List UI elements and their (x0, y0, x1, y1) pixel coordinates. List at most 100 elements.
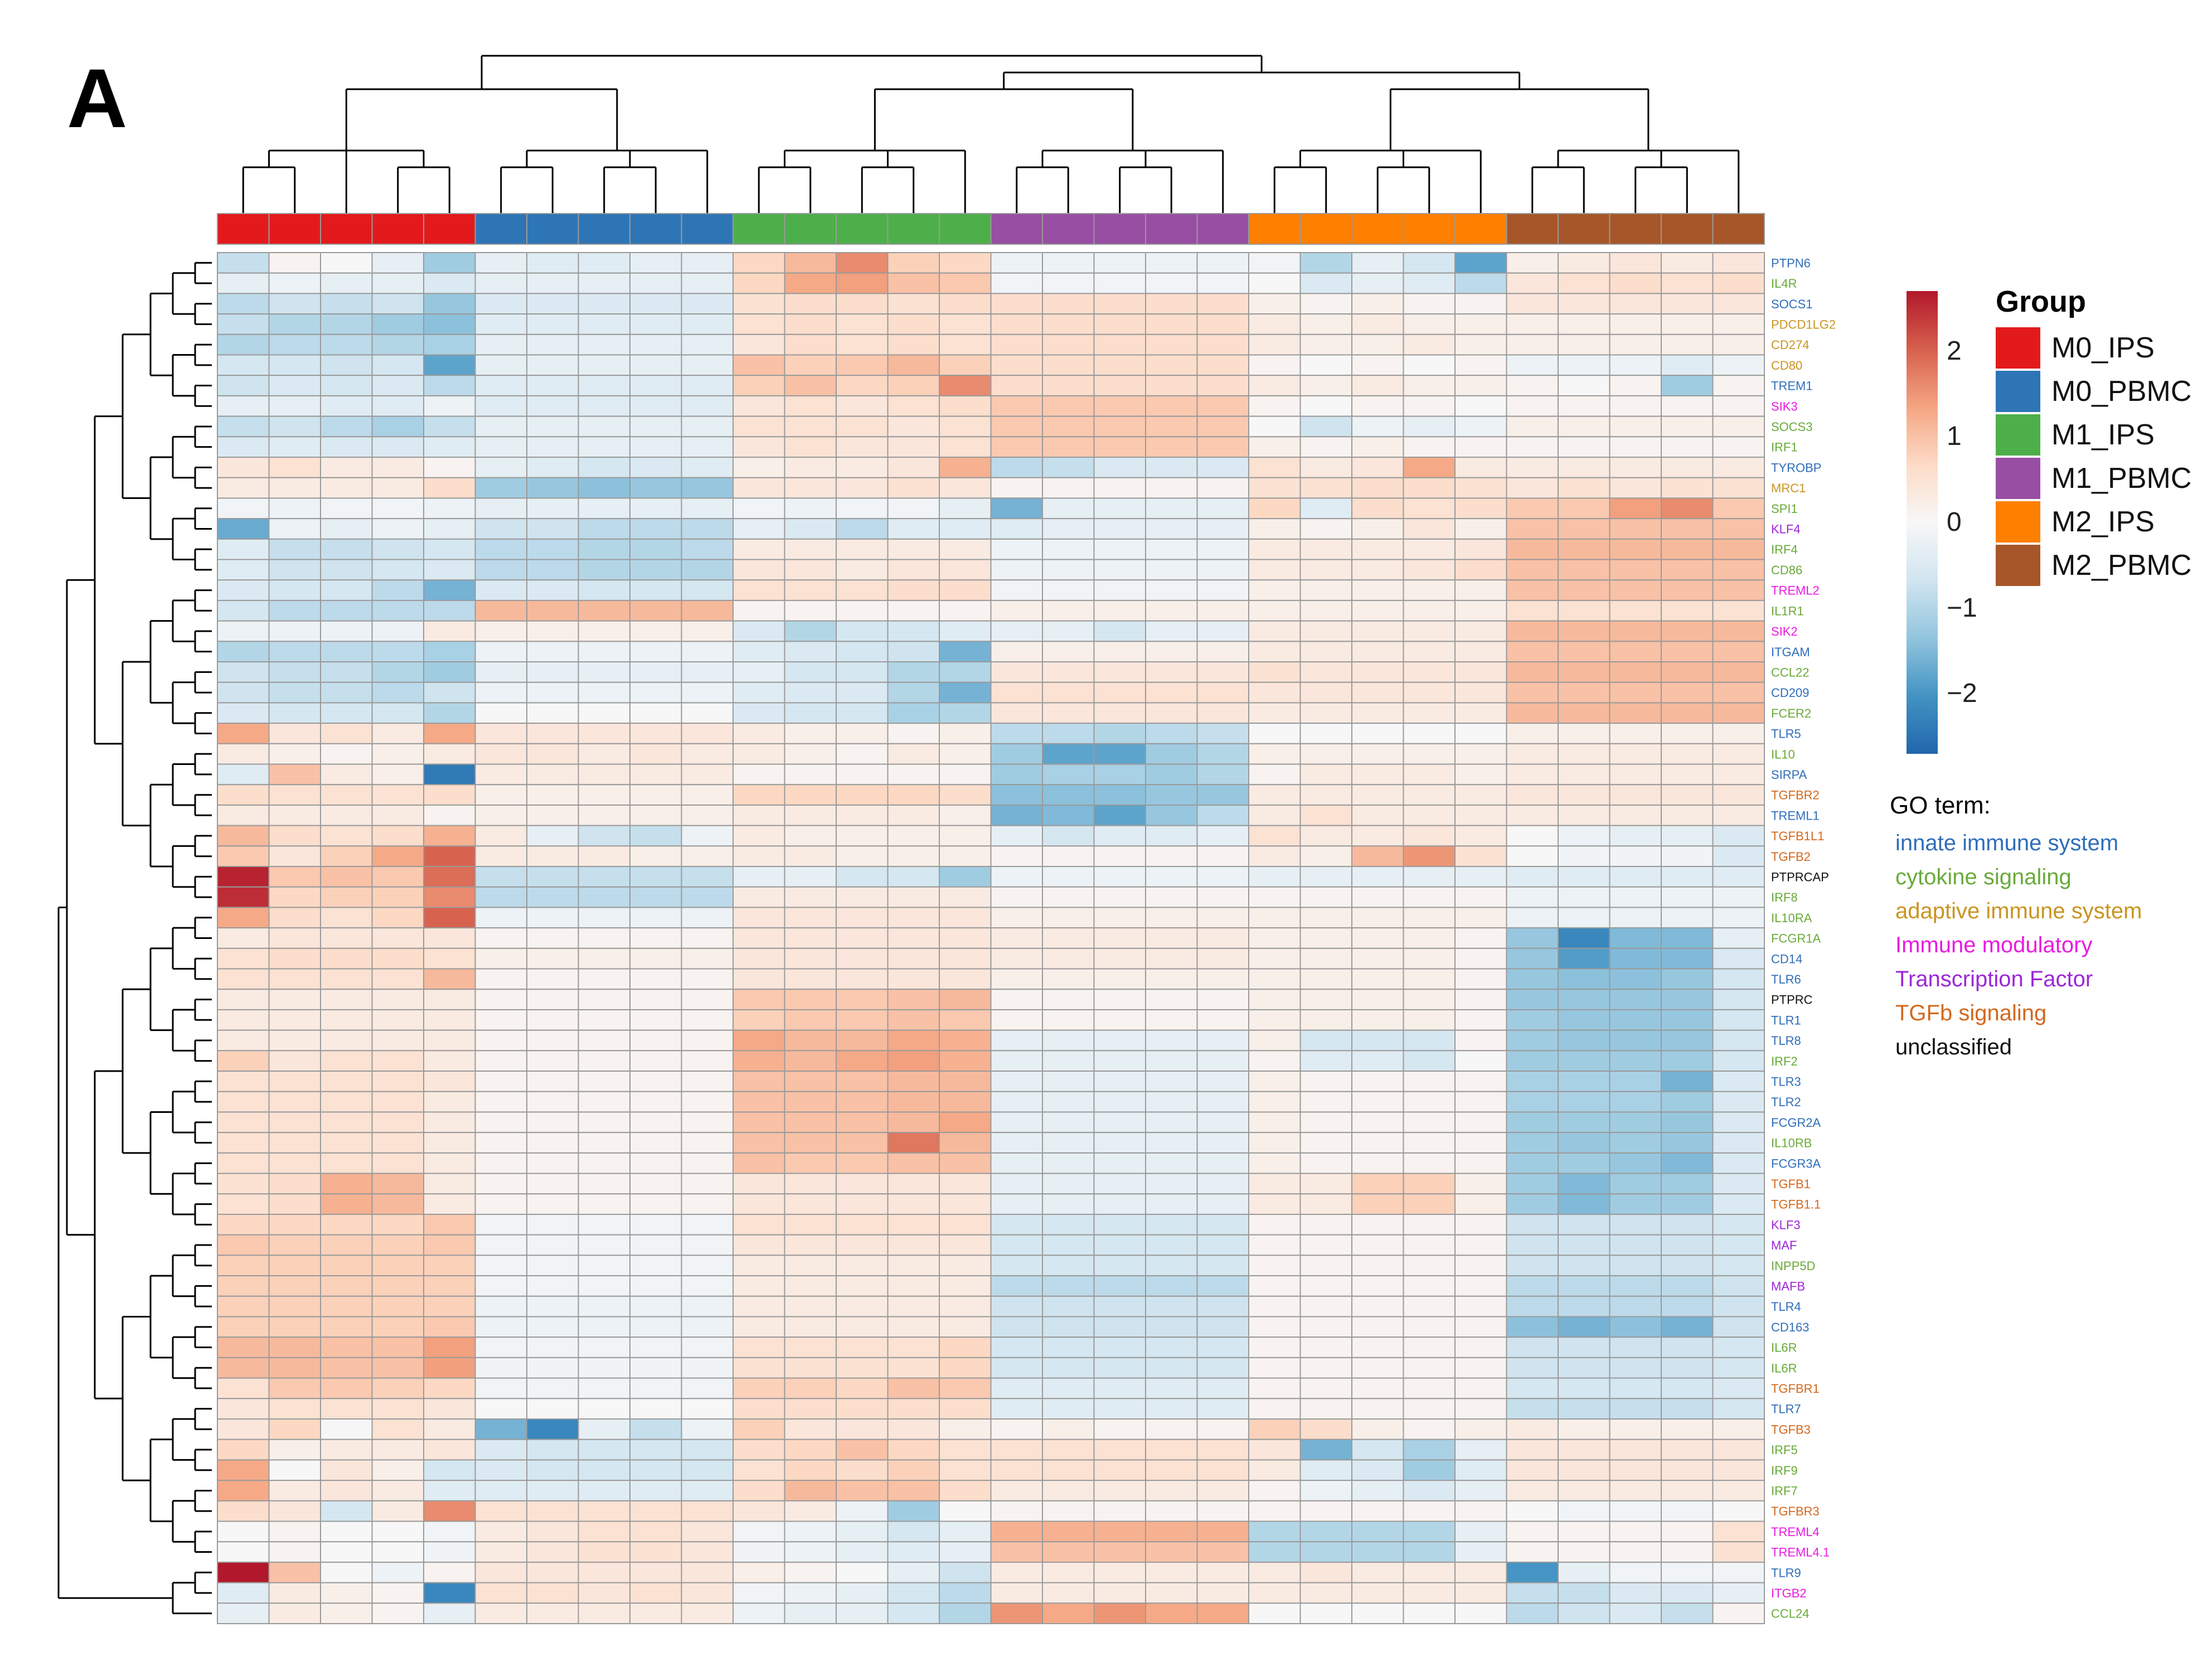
heatmap-cell (474, 1336, 527, 1358)
heatmap-cell (836, 1071, 889, 1092)
heatmap-cell (1609, 989, 1662, 1010)
heatmap-cell (784, 375, 837, 396)
heatmap-cell (423, 1459, 476, 1481)
heatmap-cell (578, 518, 630, 540)
heatmap-cell (474, 1029, 527, 1052)
heatmap-cell (1454, 804, 1507, 826)
group-annotation-cell (423, 213, 476, 245)
group-annotation-cell (1712, 213, 1765, 245)
heatmap-cell (1299, 252, 1352, 274)
heatmap-cell (990, 1602, 1043, 1625)
heatmap-cell (733, 866, 785, 888)
heatmap-cell (1506, 313, 1559, 335)
heatmap-cell (836, 866, 889, 888)
row-label: CD209 (1771, 686, 1809, 700)
heatmap-cell (1506, 1275, 1559, 1297)
heatmap-cell (217, 641, 270, 663)
heatmap-cell (423, 1541, 476, 1563)
heatmap-cell (1248, 1398, 1301, 1420)
heatmap-cell (939, 1336, 992, 1358)
heatmap-cell (990, 1050, 1043, 1072)
heatmap-cell (1145, 579, 1198, 601)
heatmap-cell (1712, 641, 1765, 663)
heatmap-cell (1196, 599, 1249, 622)
group-legend-label: M0_PBMC (2051, 375, 2192, 408)
heatmap-cell (1609, 375, 1662, 396)
heatmap-cell (681, 538, 734, 560)
heatmap-cell (939, 1377, 992, 1399)
heatmap-cell (1145, 1071, 1198, 1092)
heatmap-cell (1196, 497, 1249, 520)
heatmap-cell (1093, 1398, 1146, 1420)
heatmap-cell (1196, 1295, 1249, 1318)
heatmap-cell (320, 518, 373, 540)
heatmap-cell (1558, 559, 1611, 581)
heatmap-cell (836, 743, 889, 765)
heatmap-cell (578, 538, 630, 560)
heatmap-cell (629, 1500, 682, 1522)
heatmap-cell (320, 1500, 373, 1522)
heatmap-cell (1506, 866, 1559, 888)
heatmap-cell (423, 1091, 476, 1113)
heatmap-cell (1145, 681, 1198, 704)
heatmap-cell (1093, 1480, 1146, 1502)
heatmap-cell (371, 723, 424, 744)
color-scale-tick-label: 0 (1947, 507, 1962, 537)
heatmap-cell (1196, 825, 1249, 847)
heatmap-cell (1454, 1480, 1507, 1502)
heatmap-cell (578, 1500, 630, 1522)
heatmap-cell (423, 1132, 476, 1154)
heatmap-cell (268, 293, 321, 315)
heatmap-cell (990, 313, 1043, 335)
heatmap-cell (629, 1480, 682, 1502)
heatmap-cells (217, 252, 1765, 1625)
heatmap-cell (1145, 1050, 1198, 1072)
heatmap-cell (939, 661, 992, 683)
heatmap-cell (423, 702, 476, 724)
heatmap-cell (1248, 1377, 1301, 1399)
heatmap-cell (887, 1561, 940, 1583)
heatmap-cell (371, 415, 424, 438)
heatmap-cell (1558, 681, 1611, 704)
heatmap-cell (1661, 1520, 1714, 1543)
heatmap-cell (1042, 661, 1095, 683)
heatmap-cell (1248, 1582, 1301, 1604)
heatmap-cell (1403, 313, 1456, 335)
heatmap-cell (1609, 1398, 1662, 1420)
heatmap-cell (371, 333, 424, 356)
heatmap-cell (474, 415, 527, 438)
heatmap-cell (836, 1275, 889, 1297)
heatmap-cell (1558, 1152, 1611, 1174)
heatmap-cell (939, 1050, 992, 1072)
heatmap-cell (474, 354, 527, 376)
row-label: TGFB3 (1771, 1422, 1811, 1436)
heatmap-cell (1248, 784, 1301, 806)
heatmap-cell (733, 1357, 785, 1379)
heatmap-cell (990, 1336, 1043, 1358)
heatmap-cell (1093, 763, 1146, 786)
heatmap-cell (474, 947, 527, 970)
heatmap-cell (217, 784, 270, 806)
heatmap-cell (423, 599, 476, 622)
heatmap-cell (526, 1173, 579, 1195)
heatmap-cell (1042, 825, 1095, 847)
heatmap-cell (1403, 272, 1456, 294)
heatmap-cell (474, 1520, 527, 1543)
heatmap-cell (1454, 845, 1507, 868)
heatmap-cell (836, 907, 889, 929)
row-label: PTPRC (1771, 993, 1813, 1007)
heatmap-cell (1454, 1152, 1507, 1174)
heatmap-cell (1506, 1357, 1559, 1379)
heatmap-cell (1248, 1029, 1301, 1052)
heatmap-cell (681, 1520, 734, 1543)
heatmap-cell (681, 272, 734, 294)
heatmap-cell (681, 825, 734, 847)
heatmap-cell (629, 743, 682, 765)
heatmap-cell (784, 1275, 837, 1297)
heatmap-cell (526, 866, 579, 888)
heatmap-cell (1454, 1009, 1507, 1031)
heatmap-cell (887, 1152, 940, 1174)
heatmap-cell (784, 1500, 837, 1522)
heatmap-cell (1558, 1213, 1611, 1236)
heatmap-cell (836, 518, 889, 540)
